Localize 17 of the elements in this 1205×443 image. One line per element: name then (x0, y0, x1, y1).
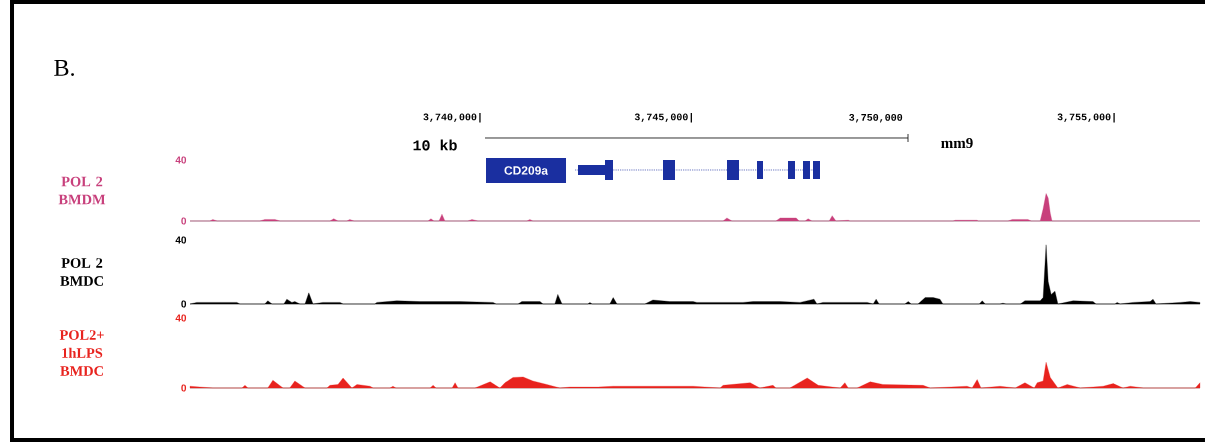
y-tick-label: 40 (175, 236, 187, 244)
chart-title: B. (54, 59, 74, 77)
y-tick-label: 40 (175, 156, 187, 164)
y-tick-label: 0 (181, 217, 187, 225)
text: POL2+ 1hLPS BMDC (59, 330, 104, 376)
text: POL 2 BMDC (60, 258, 103, 286)
annotation: CD209a (504, 166, 549, 175)
text: mm9 (941, 137, 973, 149)
x-tick-label: 3,740,000| (423, 112, 481, 123)
x-tick-label: 3,755,000| (1057, 112, 1115, 123)
y-tick-label: 40 (175, 314, 187, 322)
y-tick-label: 0 (181, 300, 187, 308)
x-tick-label: 3,750,000 (849, 113, 903, 123)
text: 10 kb (413, 139, 457, 151)
y-tick-label: 0 (181, 384, 187, 392)
x-tick-label: 3,745,000| (634, 112, 692, 123)
text: POL 2 BMDM (58, 176, 106, 205)
